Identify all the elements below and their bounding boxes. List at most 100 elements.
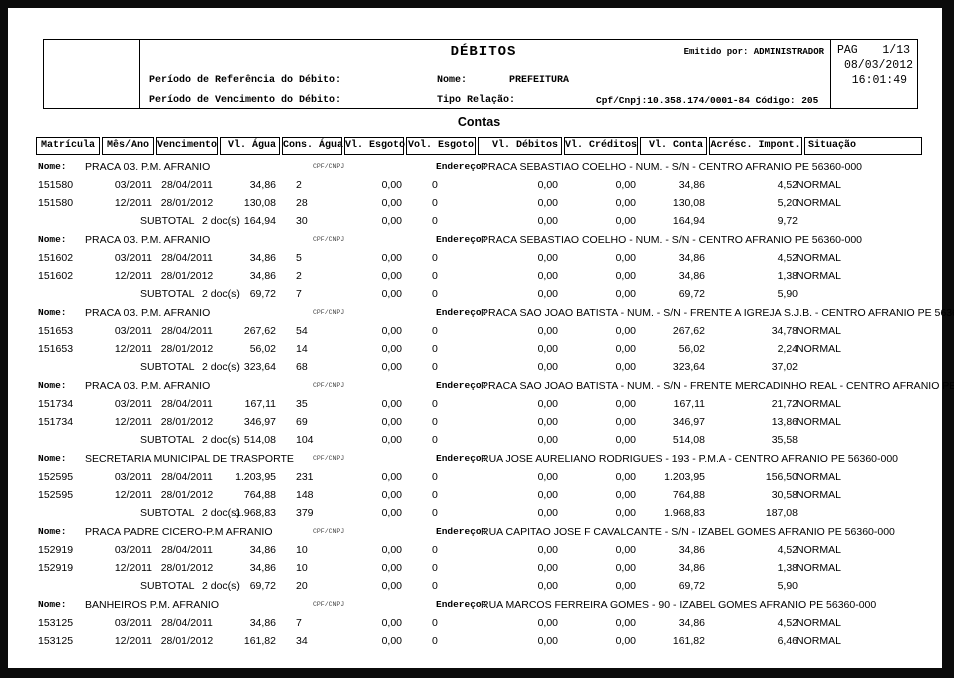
cell-vl-conta: 34,86 [678,179,705,191]
cell-matricula: 152595 [38,471,74,483]
cell-empty [804,577,922,595]
cell-acresc-impont: 2,24 [777,343,798,355]
column-header-vl-debitos: Vl. Débitos [478,137,562,155]
cell-vl-esgoto: 0,00 [381,343,402,355]
subtotal-vl-agua: 1.968,83 [235,507,276,519]
cell-situacao: NORMAL [796,617,841,629]
cell-vencimento: 28/04/2011 [161,544,213,556]
cell-vencimento: 28/01/2012 [160,197,214,209]
group-endereco-label: Endereço: [436,599,488,610]
cell-vol-esgoto: 0 [432,197,438,209]
subtotal-row: SUBTOTAL 2 doc(s) 164,94 30 0,00 0 0,00 0,00 164… [36,212,948,230]
cell-vl-conta: 764,88 [672,489,705,501]
cell-acresc-impont: 1,38 [777,562,798,574]
cell-vl-conta: 267,62 [672,325,705,337]
subtotal-row: SUBTOTAL 2 doc(s) 514,08 104 0,00 0 0,00 0,00 51… [36,431,948,449]
cell-vl-esgoto: 0,00 [381,252,402,264]
cell-vl-debitos: 0,00 [537,416,558,428]
cell-acresc-impont: 5,20 [777,197,798,209]
debit-row: 151602 03/2011 28/04/2011 34,86 5 0,00 0 0,00 0,… [36,249,948,267]
group-nome-label: Nome: [38,453,67,464]
cell-vol-esgoto: 0 [432,544,438,556]
cell-vl-debitos: 0,00 [537,617,558,629]
cell-cons-agua: 35 [296,398,308,410]
cell-mes-ano: 12/2011 [114,416,152,428]
cell-vencimento: 28/04/2011 [161,398,213,410]
subtotal-vol-esgoto: 0 [432,361,438,373]
cell-vl-esgoto: 0,00 [381,179,402,191]
group-endereco-label: Endereço: [436,234,488,245]
subtotal-docs: 2 doc(s) [202,215,240,227]
cell-mes-ano: 12/2011 [114,343,152,355]
account-group: Nome: PRACA 03. P.M. AFRANIO CPF/CNPJ Ender… [36,158,948,230]
cell-vl-conta: 34,86 [678,562,705,574]
subtotal-vl-agua: 164,94 [243,215,276,227]
cell-vl-creditos: 0,00 [615,252,636,264]
cell-vol-esgoto: 0 [432,343,438,355]
cell-vol-esgoto: 0 [432,252,438,264]
cell-cons-agua: 148 [296,489,314,501]
subtotal-vl-agua: 69,72 [249,288,276,300]
cpf-cnpj-value: Cpf/Cnpj:10.358.174/0001-84 Código: 205 [596,95,819,106]
column-header-vl-creditos: Vl. Créditos [564,137,638,155]
cell-acresc-impont: 30,58 [771,489,798,501]
cell-mes-ano: 03/2011 [114,398,152,410]
subtotal-vl-creditos: 0,00 [615,507,636,519]
cell-vl-conta: 1.203,95 [664,471,705,483]
cell-empty [804,285,922,303]
cell-vl-conta: 34,86 [678,544,705,556]
cpf-cnpj-label: CPF/CNPJ [313,236,345,243]
cell-empty [36,285,100,303]
subtotal-vl-creditos: 0,00 [615,580,636,592]
subtotal-vl-debitos: 0,00 [537,215,558,227]
cell-mes-ano: 03/2011 [114,252,152,264]
subtotal-vl-debitos: 0,00 [537,361,558,373]
subtotal-vol-esgoto: 0 [432,288,438,300]
group-name-row: Nome: BANHEIROS P.M. AFRANIO CPF/CNPJ Ender… [36,596,948,614]
group-nome-label: Nome: [38,307,67,318]
emitted-by-label: Emitido por: [683,47,749,57]
group-name-row: Nome: PRACA PADRE CICERO-P.M AFRANIO CPF/C… [36,523,948,541]
cell-vl-agua: 167,11 [244,398,276,410]
column-header-acresc-impont: Acrésc. Impont. [709,137,802,155]
cell-vol-esgoto: 0 [432,471,438,483]
subtotal-row: SUBTOTAL 2 doc(s) 69,72 7 0,00 0 0,00 0,00 69,72… [36,285,948,303]
due-period-label: Período de Vencimento do Débito: [149,95,342,106]
subtotal-vl-agua: 69,72 [249,580,276,592]
cell-acresc-impont: 4,52 [777,252,798,264]
debit-row: 151734 12/2011 28/01/2012 346,97 69 0,00 0 0,00… [36,413,948,431]
cell-empty [36,577,100,595]
cell-situacao: NORMAL [796,635,841,647]
subtotal-vl-conta: 1.968,83 [664,507,705,519]
cell-vl-esgoto: 0,00 [381,562,402,574]
subtotal-vl-esgoto: 0,00 [381,580,402,592]
cell-vl-debitos: 0,00 [537,325,558,337]
nome-value: PREFEITURA [509,75,570,86]
cell-vencimento: 28/04/2011 [161,179,213,191]
report-time: 16:01:49 [851,74,907,87]
debit-row: 152595 12/2011 28/01/2012 764,88 148 0,00 0 0,0… [36,486,948,504]
cell-vl-debitos: 0,00 [537,197,558,209]
cell-vol-esgoto: 0 [432,398,438,410]
subtotal-acresc-impont: 37,02 [771,361,798,373]
cell-cons-agua: 10 [296,544,308,556]
report-page: DÉBITOS Emitido por: ADMINISTRADOR PAG 1… [8,8,954,668]
subtotal-vol-esgoto: 0 [432,434,438,446]
group-nome-label: Nome: [38,161,67,172]
cell-situacao: NORMAL [796,270,841,282]
cell-vencimento: 28/01/2012 [160,416,214,428]
column-header-vl-agua: Vl. Água [220,137,280,155]
cell-situacao: NORMAL [796,325,841,337]
cell-vl-esgoto: 0,00 [381,325,402,337]
group-endereco-label: Endereço: [436,453,488,464]
cell-situacao: NORMAL [796,197,841,209]
group-name: PRACA 03. P.M. AFRANIO [85,161,211,173]
cell-vl-debitos: 0,00 [537,270,558,282]
cell-cons-agua: 10 [296,562,308,574]
cell-mes-ano: 12/2011 [114,562,152,574]
cell-cons-agua: 34 [296,635,308,647]
group-endereco-label: Endereço: [436,307,488,318]
subtotal-vl-conta: 514,08 [672,434,705,446]
debit-row: 151653 03/2011 28/04/2011 267,62 54 0,00 0 0,00… [36,322,948,340]
cell-vl-agua: 1.203,95 [235,471,276,483]
